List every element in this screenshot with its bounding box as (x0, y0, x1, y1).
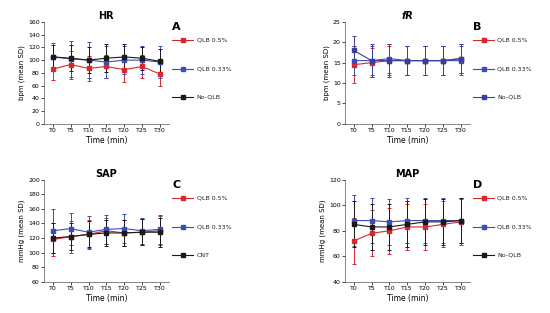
Text: No-QLB: No-QLB (196, 95, 221, 100)
Y-axis label: bpm (mean SD): bpm (mean SD) (19, 45, 25, 100)
Y-axis label: mmHg (mean SD): mmHg (mean SD) (320, 199, 326, 262)
X-axis label: Time (min): Time (min) (387, 294, 428, 303)
Text: C: C (172, 180, 180, 190)
Title: MAP: MAP (395, 169, 420, 179)
X-axis label: Time (min): Time (min) (387, 136, 428, 145)
Text: QLB 0.5%: QLB 0.5% (497, 196, 528, 201)
Text: QLB 0.33%: QLB 0.33% (196, 224, 231, 229)
Text: No-QLB: No-QLB (497, 95, 521, 100)
X-axis label: Time (min): Time (min) (86, 136, 127, 145)
Text: QLB 0.33%: QLB 0.33% (497, 224, 532, 229)
Y-axis label: bpm (mean SD): bpm (mean SD) (323, 45, 330, 100)
Text: QLB 0.5%: QLB 0.5% (497, 38, 528, 43)
Title: SAP: SAP (96, 169, 117, 179)
Text: CNT: CNT (196, 253, 210, 258)
Text: QLB 0.5%: QLB 0.5% (196, 38, 227, 43)
Title: HR: HR (98, 11, 114, 21)
Text: B: B (473, 22, 481, 32)
Text: No-QLB: No-QLB (497, 253, 521, 258)
Y-axis label: mmHg (mean SD): mmHg (mean SD) (19, 199, 25, 262)
X-axis label: Time (min): Time (min) (86, 294, 127, 303)
Text: QLB 0.5%: QLB 0.5% (196, 196, 227, 201)
Text: A: A (172, 22, 181, 32)
Title: fR: fR (402, 11, 413, 21)
Text: QLB 0.33%: QLB 0.33% (196, 66, 231, 71)
Text: QLB 0.33%: QLB 0.33% (497, 66, 532, 71)
Text: D: D (473, 180, 482, 190)
